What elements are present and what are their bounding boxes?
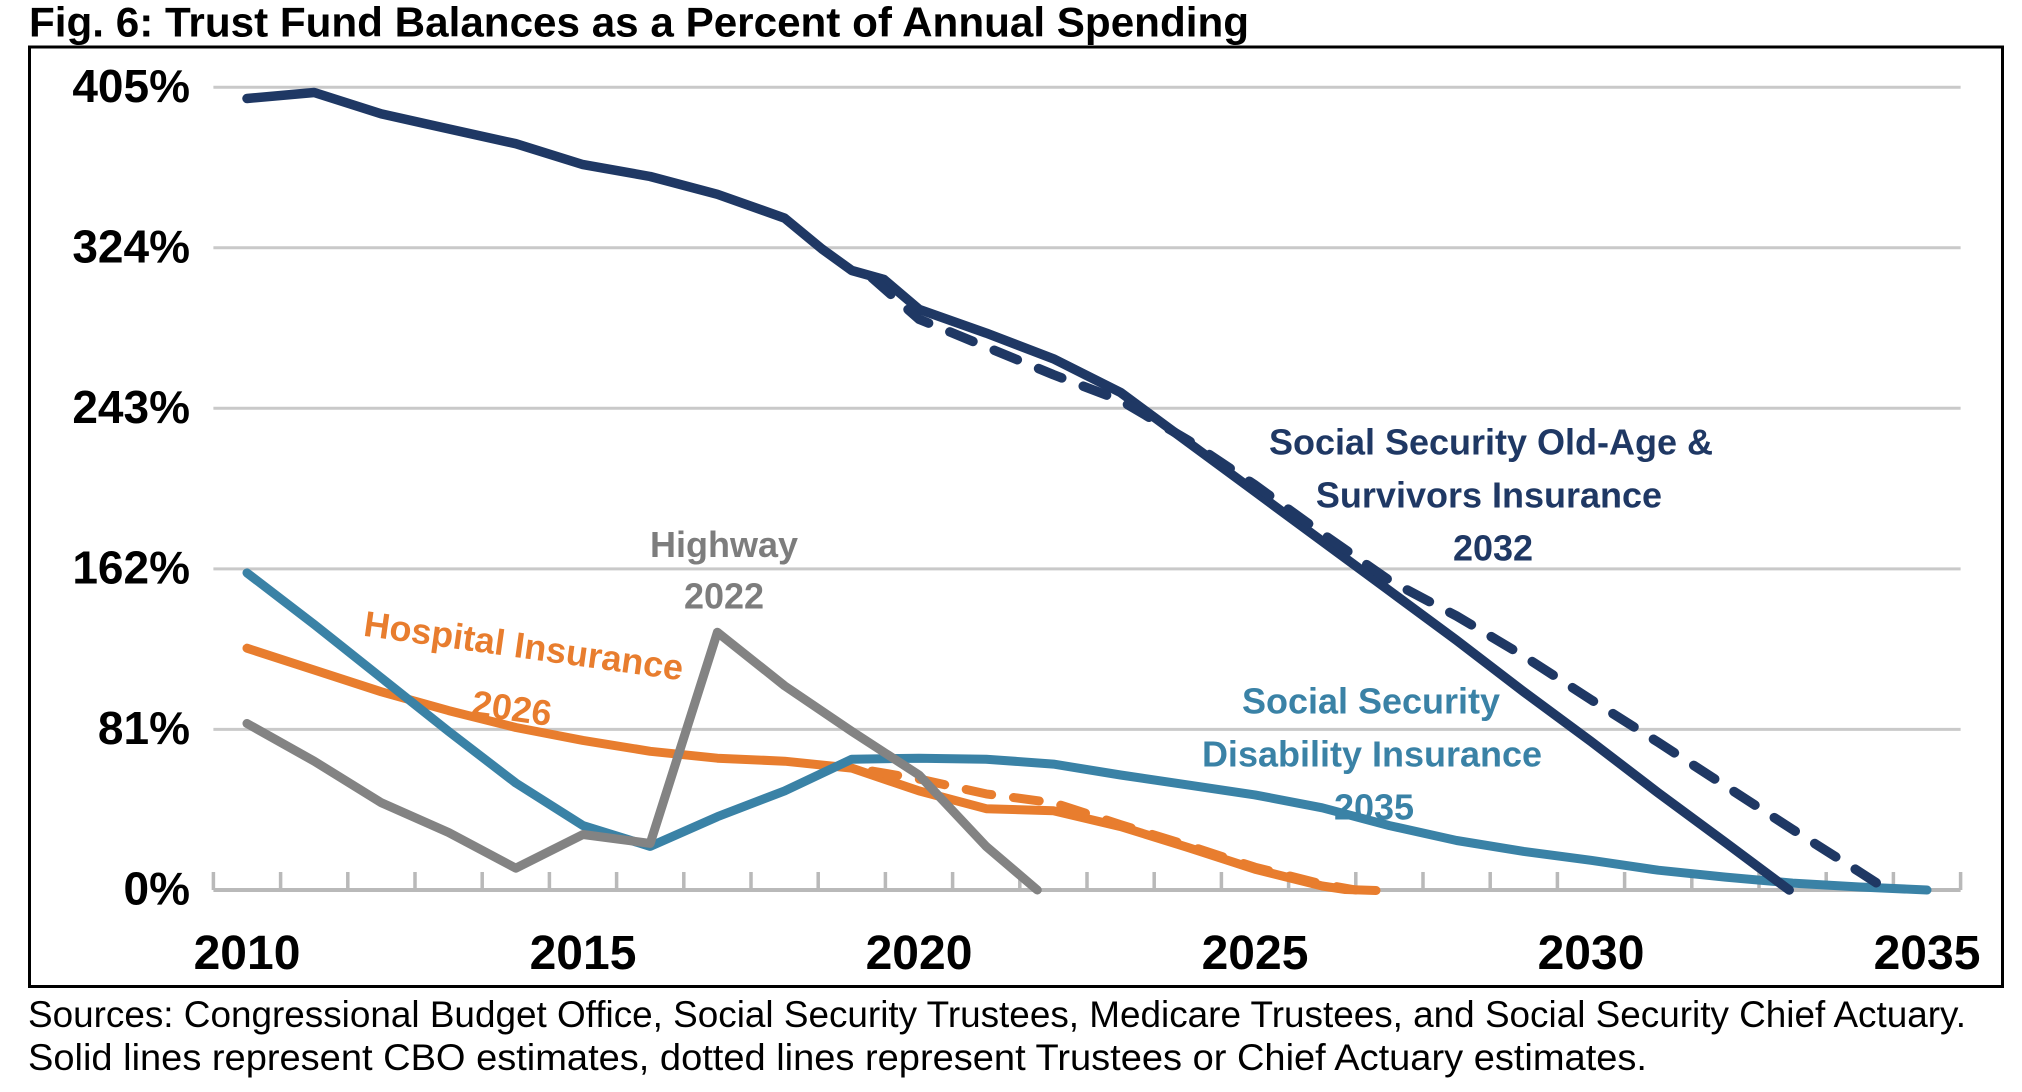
svg-text:Sources: Congressional Budget: Sources: Congressional Budget Office, So… (28, 994, 1966, 1035)
svg-text:2035: 2035 (1874, 927, 1981, 980)
svg-text:2015: 2015 (530, 927, 637, 980)
svg-text:243%: 243% (72, 381, 190, 433)
svg-text:Social Security Old-Age &: Social Security Old-Age & (1269, 421, 1713, 462)
svg-text:Highway: Highway (650, 524, 798, 565)
svg-text:0%: 0% (124, 863, 190, 915)
svg-text:Solid lines represent CBO esti: Solid lines represent CBO estimates, dot… (28, 1037, 1647, 1078)
svg-text:Disability Insurance: Disability Insurance (1202, 733, 1542, 774)
svg-text:2030: 2030 (1538, 927, 1645, 980)
svg-text:Survivors Insurance: Survivors Insurance (1316, 474, 1662, 515)
svg-text:Fig. 6: Trust Fund Balances as: Fig. 6: Trust Fund Balances as a Percent… (29, 0, 1249, 46)
svg-text:2010: 2010 (194, 927, 301, 980)
svg-text:Social Security: Social Security (1242, 680, 1500, 721)
svg-text:2032: 2032 (1453, 527, 1533, 568)
svg-text:405%: 405% (72, 60, 190, 112)
svg-text:2026: 2026 (469, 682, 554, 734)
svg-text:81%: 81% (98, 702, 190, 754)
svg-text:162%: 162% (72, 542, 190, 594)
svg-text:2020: 2020 (866, 927, 973, 980)
svg-text:Hospital Insurance: Hospital Insurance (361, 603, 686, 688)
svg-text:2025: 2025 (1202, 927, 1309, 980)
svg-text:324%: 324% (72, 221, 190, 273)
svg-text:2035: 2035 (1334, 786, 1414, 827)
svg-text:2022: 2022 (684, 576, 764, 617)
